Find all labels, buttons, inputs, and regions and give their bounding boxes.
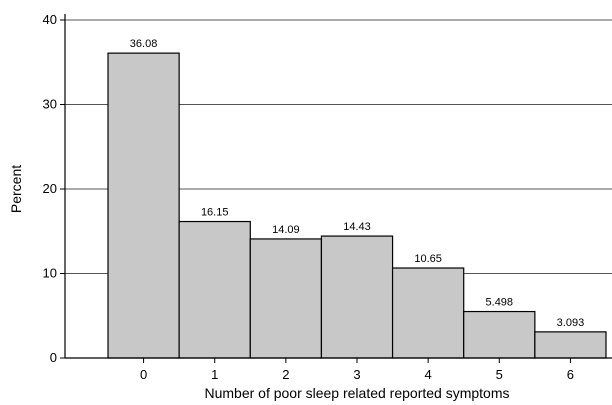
x-axis-title: Number of poor sleep related reported sy…: [204, 385, 509, 401]
y-tick-label: 30: [43, 97, 57, 112]
bar-3: [320, 235, 394, 359]
data-label-3: 14.43: [343, 221, 371, 233]
x-tick-label-4: 4: [425, 367, 432, 382]
x-tick-label-2: 2: [282, 367, 289, 382]
data-label-5: 5.498: [486, 297, 514, 309]
bars: [107, 52, 607, 359]
bar-4: [391, 267, 465, 359]
bar-1: [178, 220, 251, 359]
bar-6: [534, 331, 607, 359]
x-tick-label-1: 1: [211, 367, 218, 382]
x-tick-label-3: 3: [353, 367, 360, 382]
y-tick-label: 0: [50, 350, 57, 365]
data-labels: 36.08 16.15 14.09 14.43 10.65 5.498 3.093: [130, 38, 584, 329]
y-axis-title: Percent: [8, 165, 24, 213]
x-tick-label-6: 6: [567, 367, 574, 382]
axes: [64, 14, 612, 359]
data-label-6: 3.093: [557, 317, 585, 329]
bar-5: [463, 310, 536, 359]
x-axis-ticks: 0 1 2 3 4 5 6: [140, 358, 574, 382]
bar-2: [249, 238, 323, 359]
y-tick-label: 40: [43, 12, 57, 27]
x-tick-label-0: 0: [140, 367, 147, 382]
y-tick-label: 20: [43, 181, 57, 196]
y-axis-ticks: 0 10 20 30 40: [43, 12, 65, 365]
data-label-2: 14.09: [272, 224, 300, 236]
data-label-4: 10.65: [414, 253, 442, 265]
bar-0: [107, 52, 180, 359]
y-tick-label: 10: [43, 266, 57, 281]
data-label-0: 36.08: [130, 38, 158, 50]
data-label-1: 16.15: [201, 207, 229, 219]
x-tick-label-5: 5: [496, 367, 503, 382]
